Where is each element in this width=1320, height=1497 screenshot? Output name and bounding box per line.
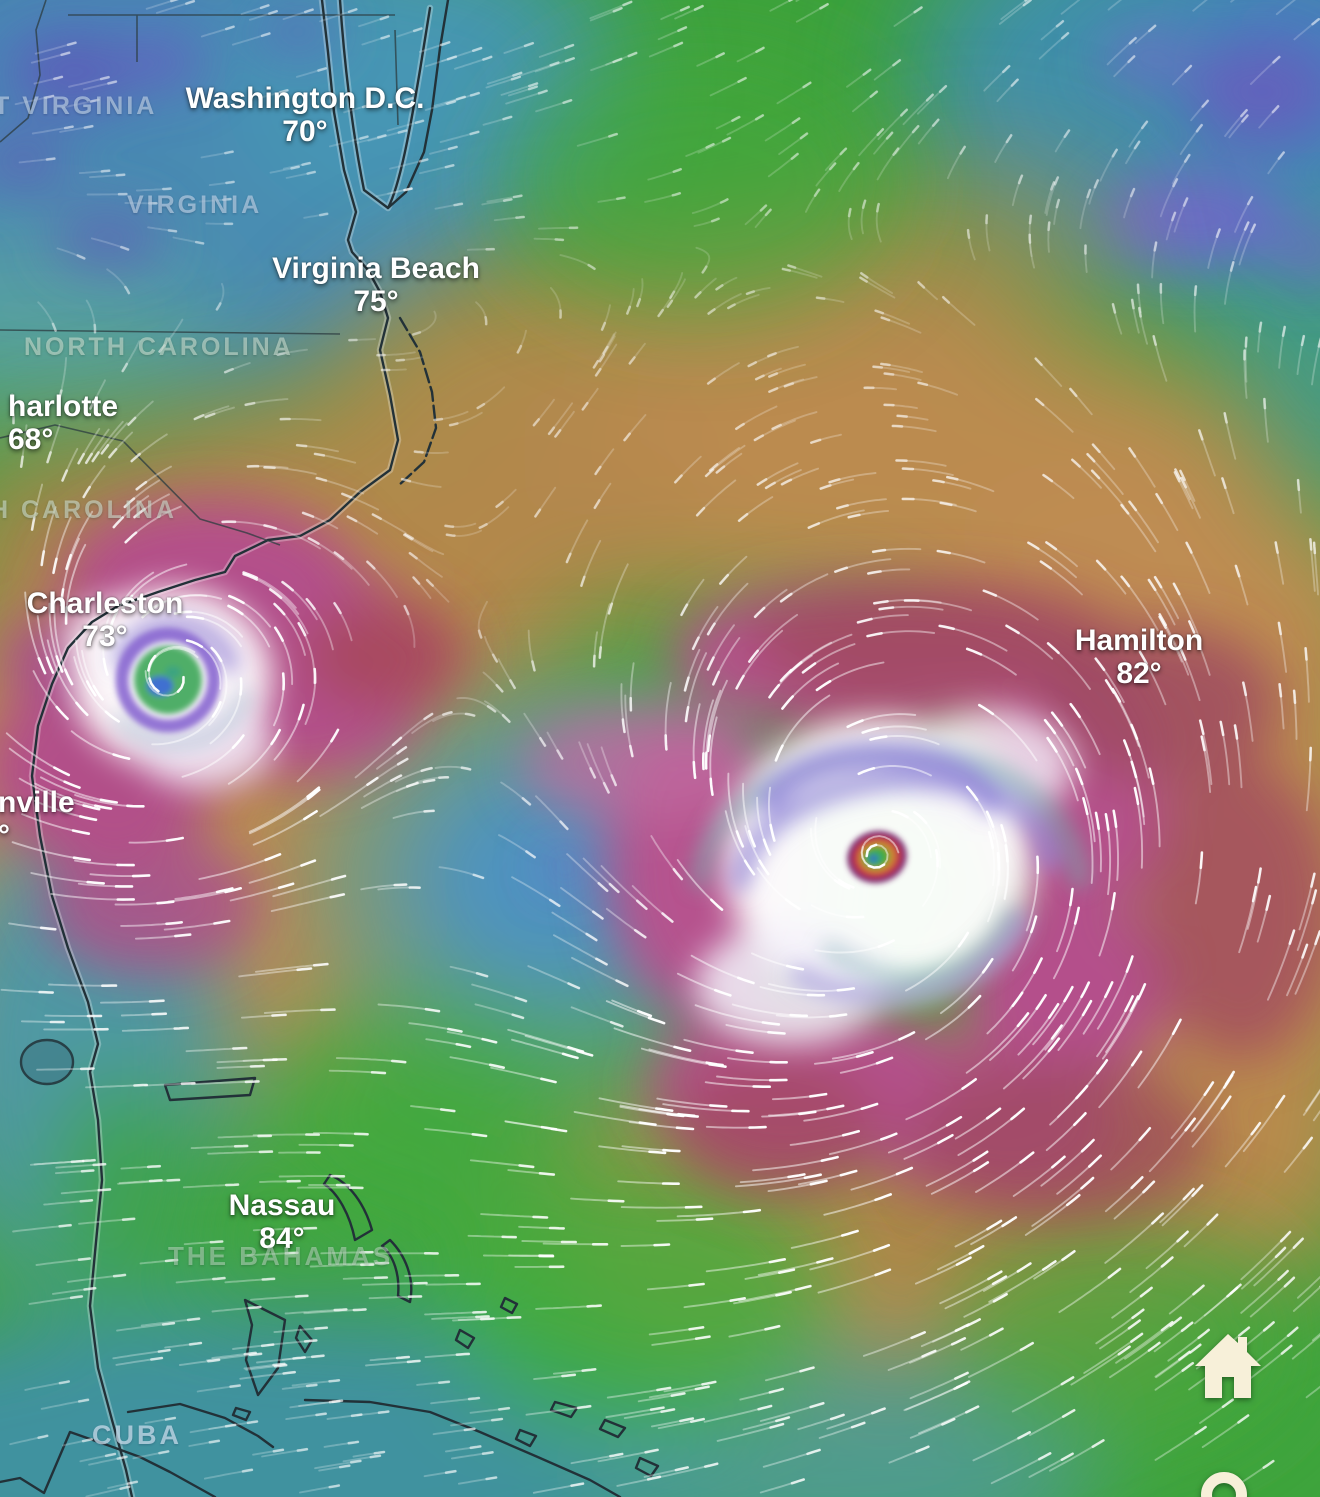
purple-lull-patches [0, 8, 1320, 284]
coastlines [0, 0, 660, 1497]
state-borders [0, 0, 399, 546]
storm-eye-atlantic [847, 830, 907, 884]
severe-wind-zones [0, 497, 1320, 1220]
cool-zones [0, 40, 1300, 1497]
search-icon [1201, 1472, 1247, 1497]
home-button[interactable] [1186, 1322, 1270, 1406]
search-button[interactable] [1196, 1466, 1252, 1497]
home-icon [1195, 1334, 1261, 1398]
